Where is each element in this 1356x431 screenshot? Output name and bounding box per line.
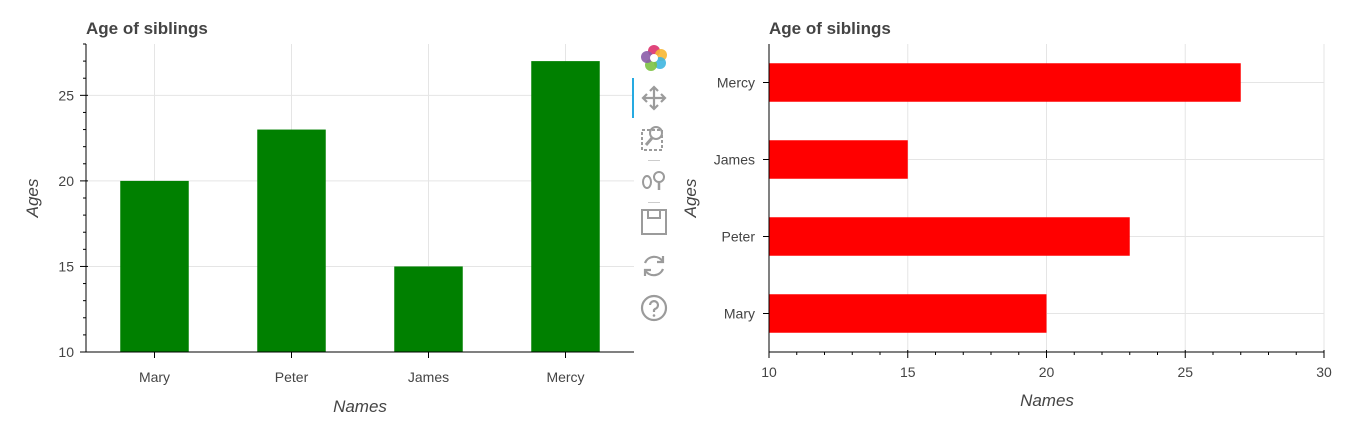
left-bar-mercy [531, 61, 600, 352]
left-y-tick-label: 15 [58, 258, 74, 274]
bokeh-logo-icon[interactable] [638, 42, 670, 74]
reset-icon[interactable] [638, 250, 670, 282]
right-y-tick-label: James [714, 152, 755, 168]
right-bar-mercy [769, 63, 1241, 102]
box-zoom-icon[interactable] [638, 122, 670, 154]
left-x-tick-label: Mary [139, 369, 170, 385]
right-x-tick-label: 15 [900, 364, 916, 380]
left-x-tick-label: James [408, 369, 449, 385]
right-y-tick-label: Mary [724, 306, 755, 322]
left-bar-mary [120, 180, 189, 352]
right-x-tick-label: 25 [1177, 364, 1193, 380]
right-bar-mary [769, 294, 1047, 333]
left-bar-peter [257, 129, 326, 352]
pan-icon[interactable] [638, 82, 670, 114]
right-x-tick-label: 30 [1316, 364, 1332, 380]
wheel-zoom-icon[interactable] [638, 164, 670, 196]
left-y-tick-label: 20 [58, 173, 74, 189]
right-bar-chart: Age of siblings Mary Peter James Mercy 10 15 2… [681, 19, 1332, 410]
active-tool-indicator [632, 78, 634, 118]
left-axes: 10 15 20 25 Mary Peter James Mercy [58, 43, 634, 385]
right-bars [769, 63, 1241, 333]
toolbar-separator [648, 160, 660, 161]
right-chart-title: Age of siblings [769, 19, 891, 38]
right-bar-peter [769, 217, 1130, 256]
right-y-tick-label: Mercy [717, 75, 755, 91]
left-bars [120, 61, 600, 352]
right-x-tick-label: 10 [761, 364, 777, 380]
left-bar-chart: Age of siblings 10 15 20 25 Mary Peter James Me… [23, 19, 634, 416]
left-y-tick-label: 10 [58, 344, 74, 360]
help-icon[interactable] [638, 292, 670, 324]
left-x-tick-label: Mercy [546, 369, 584, 385]
right-x-axis-label: Names [1020, 391, 1074, 410]
right-x-tick-label: 20 [1039, 364, 1055, 380]
left-x-tick-label: Peter [275, 369, 309, 385]
right-axes: Mary Peter James Mercy 10 15 20 25 30 [714, 44, 1332, 380]
left-bar-james [394, 266, 463, 352]
right-y-tick-label: Peter [722, 229, 756, 245]
left-x-axis-label: Names [333, 397, 387, 416]
right-bar-james [769, 140, 908, 179]
left-y-tick-label: 25 [58, 87, 74, 103]
save-icon[interactable] [638, 206, 670, 238]
right-y-axis-label: Ages [681, 178, 700, 218]
chart-toolbar [632, 40, 674, 340]
left-y-axis-label: Ages [23, 178, 42, 218]
left-chart-title: Age of siblings [86, 19, 208, 38]
toolbar-separator [648, 202, 660, 203]
